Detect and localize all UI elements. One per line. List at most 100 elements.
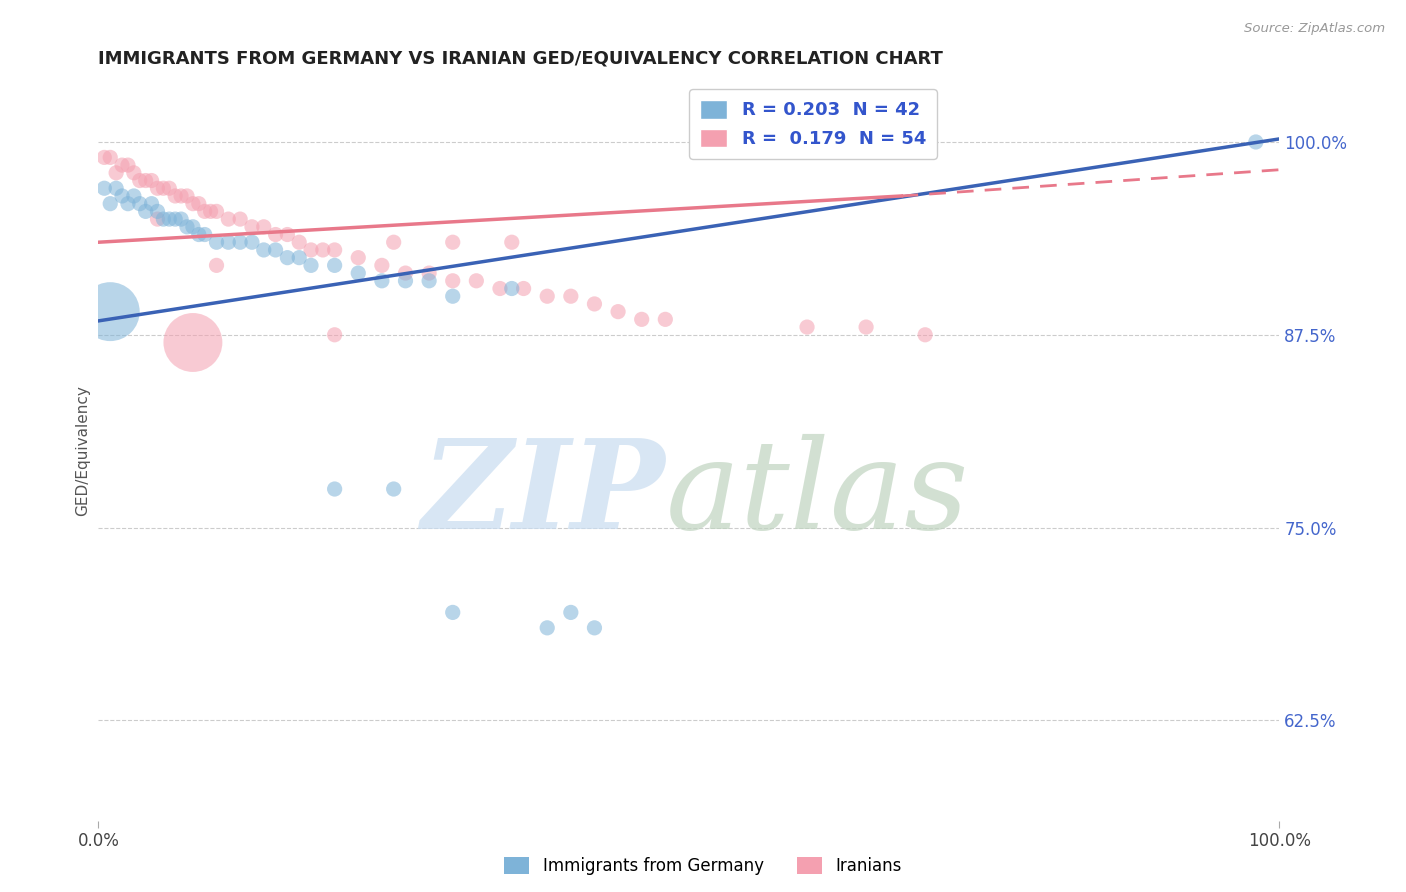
Point bbox=[152, 181, 174, 195]
Point bbox=[441, 274, 464, 288]
Point bbox=[122, 166, 145, 180]
Text: Source: ZipAtlas.com: Source: ZipAtlas.com bbox=[1244, 22, 1385, 36]
Point bbox=[111, 189, 134, 203]
Point bbox=[93, 150, 115, 164]
Point bbox=[146, 204, 169, 219]
Point bbox=[117, 196, 139, 211]
Point bbox=[501, 281, 523, 295]
Point bbox=[229, 235, 252, 250]
Point bbox=[146, 181, 169, 195]
Point bbox=[382, 482, 405, 496]
Point bbox=[512, 281, 534, 295]
Point bbox=[135, 173, 157, 187]
Point bbox=[382, 235, 405, 250]
Point bbox=[347, 251, 370, 265]
Point bbox=[181, 196, 204, 211]
Point bbox=[105, 181, 128, 195]
Point bbox=[240, 235, 263, 250]
Point bbox=[240, 219, 263, 234]
Point bbox=[394, 266, 416, 280]
Point bbox=[501, 235, 523, 250]
Point bbox=[288, 235, 311, 250]
Point bbox=[128, 173, 150, 187]
Point bbox=[465, 274, 488, 288]
Point bbox=[181, 219, 204, 234]
Point bbox=[914, 327, 936, 342]
Point bbox=[176, 189, 198, 203]
Point bbox=[176, 219, 198, 234]
Point bbox=[536, 289, 558, 303]
Point bbox=[217, 212, 239, 227]
Point bbox=[187, 196, 209, 211]
Point bbox=[117, 158, 139, 172]
Point bbox=[205, 259, 228, 273]
Point bbox=[394, 274, 416, 288]
Point bbox=[299, 259, 322, 273]
Point bbox=[276, 251, 298, 265]
Point bbox=[229, 212, 252, 227]
Point bbox=[170, 212, 193, 227]
Point bbox=[98, 196, 121, 211]
Point bbox=[98, 150, 121, 164]
Point bbox=[536, 621, 558, 635]
Point bbox=[299, 243, 322, 257]
Point bbox=[217, 235, 239, 250]
Point bbox=[441, 289, 464, 303]
Point bbox=[418, 274, 440, 288]
Point bbox=[165, 189, 187, 203]
Point bbox=[128, 196, 150, 211]
Point bbox=[194, 204, 217, 219]
Point bbox=[654, 312, 676, 326]
Point bbox=[418, 266, 440, 280]
Point bbox=[323, 243, 346, 257]
Point bbox=[253, 243, 276, 257]
Point bbox=[135, 204, 157, 219]
Point bbox=[200, 204, 222, 219]
Point bbox=[122, 189, 145, 203]
Point bbox=[371, 274, 394, 288]
Text: IMMIGRANTS FROM GERMANY VS IRANIAN GED/EQUIVALENCY CORRELATION CHART: IMMIGRANTS FROM GERMANY VS IRANIAN GED/E… bbox=[98, 50, 943, 68]
Point bbox=[157, 181, 180, 195]
Point bbox=[141, 173, 163, 187]
Point bbox=[111, 158, 134, 172]
Legend: R = 0.203  N = 42, R =  0.179  N = 54: R = 0.203 N = 42, R = 0.179 N = 54 bbox=[689, 89, 936, 159]
Legend: Immigrants from Germany, Iranians: Immigrants from Germany, Iranians bbox=[496, 849, 910, 884]
Point bbox=[796, 320, 818, 334]
Point bbox=[205, 235, 228, 250]
Point bbox=[583, 621, 606, 635]
Text: atlas: atlas bbox=[665, 434, 969, 556]
Point bbox=[323, 259, 346, 273]
Point bbox=[855, 320, 877, 334]
Point bbox=[187, 227, 209, 242]
Point bbox=[276, 227, 298, 242]
Point bbox=[146, 212, 169, 227]
Point bbox=[441, 235, 464, 250]
Point bbox=[312, 243, 335, 257]
Point bbox=[323, 327, 346, 342]
Y-axis label: GED/Equivalency: GED/Equivalency bbox=[75, 385, 90, 516]
Point bbox=[181, 335, 204, 350]
Point bbox=[165, 212, 187, 227]
Point bbox=[170, 189, 193, 203]
Point bbox=[98, 304, 121, 318]
Point bbox=[560, 289, 582, 303]
Point bbox=[583, 297, 606, 311]
Point bbox=[489, 281, 512, 295]
Point bbox=[288, 251, 311, 265]
Point bbox=[264, 243, 287, 257]
Point bbox=[347, 266, 370, 280]
Point bbox=[152, 212, 174, 227]
Point bbox=[253, 219, 276, 234]
Point bbox=[205, 204, 228, 219]
Point bbox=[194, 227, 217, 242]
Point bbox=[141, 196, 163, 211]
Point bbox=[560, 606, 582, 620]
Point bbox=[607, 304, 630, 318]
Point bbox=[1244, 135, 1267, 149]
Point bbox=[371, 259, 394, 273]
Text: ZIP: ZIP bbox=[422, 434, 665, 556]
Point bbox=[105, 166, 128, 180]
Point bbox=[93, 181, 115, 195]
Point bbox=[441, 606, 464, 620]
Point bbox=[264, 227, 287, 242]
